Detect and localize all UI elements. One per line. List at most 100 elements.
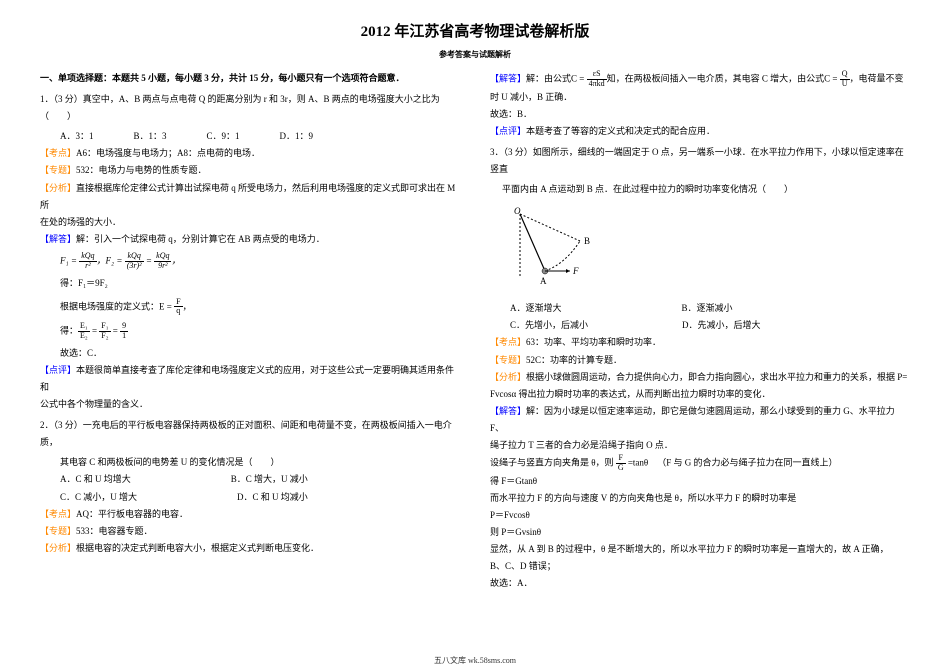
q1-dianping2: 公式中各个物理量的含义． bbox=[40, 396, 460, 413]
q3-line7: 则 P＝Gvsinθ bbox=[490, 524, 910, 541]
q1-opt-d: D．1：9 bbox=[280, 128, 314, 145]
zhuanti-label2: 【专题】 bbox=[40, 526, 76, 536]
kaodian-text2: AQ：平行板电容器的电容． bbox=[76, 509, 188, 519]
q3-kaodian: 【考点】63：功率、平均功率和瞬时功率． bbox=[490, 334, 910, 351]
r2-eq2: = bbox=[111, 326, 121, 336]
frac-c1: εS4πkd bbox=[587, 70, 607, 89]
q1-result1: 得：F₁＝9F₂ bbox=[60, 275, 460, 292]
frac3: kQq9r² bbox=[154, 252, 171, 271]
q1-dianping: 【点评】本题很简单直接考查了库伦定律和电场强度定义式的应用，对于这些公式一定要明… bbox=[40, 362, 460, 396]
q2-fenxi: 【分析】根据电容的决定式判断电容大小，根据定义式判断电压变化． bbox=[40, 540, 460, 557]
f1-right: ，F₂ = bbox=[97, 255, 125, 265]
diagram-b-label: B bbox=[584, 236, 590, 246]
q1-opt-a: A．3：1 bbox=[60, 128, 94, 145]
jieda-text: 解：引入一个试探电荷 q，分别计算它在 AB 两点受的电场力． bbox=[76, 234, 325, 244]
jieda-prefix: 解：由公式C = bbox=[526, 73, 587, 83]
kaodian-text: A6：电场强度与电场力；A8：点电荷的电场． bbox=[76, 148, 260, 158]
fenxi-label3: 【分析】 bbox=[490, 372, 526, 382]
diagram-o-label: O bbox=[514, 206, 521, 216]
q1-options: A．3：1 B．1：3 C．9：1 D．1：9 bbox=[60, 128, 460, 145]
two-column-layout: 一、单项选择题：本题共 5 小题，每小题 3 分，共计 15 分，每小题只有一个… bbox=[40, 70, 910, 592]
kaodian-text3: 63：功率、平均功率和瞬时功率． bbox=[526, 337, 661, 347]
kaodian-label: 【考点】 bbox=[40, 148, 76, 158]
frac-r2a: E₁E₂ bbox=[78, 322, 90, 341]
q2-opt-b: B．C 增大，U 减小 bbox=[231, 471, 308, 488]
q3-opt-c: C．先增小，后减小 bbox=[510, 317, 588, 334]
dianping-text2: 本题考查了等容的定义式和决定式的配合应用． bbox=[526, 126, 715, 136]
zhuanti-text2: 533：电容器专题． bbox=[76, 526, 153, 536]
q1-guxuan: 故选：C． bbox=[60, 345, 460, 362]
zhuanti-label: 【专题】 bbox=[40, 165, 76, 175]
q3-guxuan: 故选：A． bbox=[490, 575, 910, 592]
jieda-label2: 【解答】 bbox=[490, 73, 526, 83]
dianping-text: 本题很简单直接考查了库伦定律和电场强度定义式的应用，对于这些公式一定要明确其适用… bbox=[40, 365, 454, 392]
right-column: 【解答】解：由公式C = εS4πkd知，在两极板间插入一电介质，其电容 C 增… bbox=[490, 70, 910, 592]
jieda-label3: 【解答】 bbox=[490, 406, 526, 416]
q3-line3: 设绳子与竖直方向夹角是 θ，则 FG =tanθ （F 与 G 的合力必与绳子拉… bbox=[490, 454, 910, 473]
page-title: 2012 年江苏省高考物理试卷解析版 bbox=[40, 20, 910, 41]
q1-kaodian: 【考点】A6：电场强度与电场力；A8：点电荷的电场． bbox=[40, 145, 460, 162]
q1-opt-c: C．9：1 bbox=[207, 128, 240, 145]
q2-zhuanti: 【专题】533：电容器专题． bbox=[40, 523, 460, 540]
page-subtitle: 参考答案与试题解析 bbox=[40, 49, 910, 60]
jieda-text3: 解：因为小球是以恒定速率运动，即它是做匀速圆周运动，那么小球受到的重力 G、水平… bbox=[490, 406, 895, 433]
l3-end: （F 与 G 的合力必与绳子拉力在同一直线上） bbox=[657, 457, 837, 467]
frac-e: Fq bbox=[174, 298, 182, 317]
q2-guxuan: 故选：B． bbox=[490, 106, 910, 123]
q3-opt-b: B．逐渐减小 bbox=[682, 300, 733, 317]
q3-line6: P＝Fvcosθ bbox=[490, 507, 910, 524]
f1-end: = bbox=[144, 255, 155, 265]
q3-line4: 得 F＝Gtanθ bbox=[490, 473, 910, 490]
q1-jieda: 【解答】解：引入一个试探电荷 q，分别计算它在 AB 两点受的电场力． bbox=[40, 231, 460, 248]
q1-opt-b: B．1：3 bbox=[134, 128, 167, 145]
frac-c2: QU bbox=[840, 70, 850, 89]
jieda-label: 【解答】 bbox=[40, 234, 76, 244]
q3-fenxi: 【分析】根据小球做圆周运动，合力提供向心力，即合力指向圆心，求出水平拉力和重力的… bbox=[490, 369, 910, 386]
frac-r2b: F₁F₂ bbox=[99, 322, 110, 341]
q2-line2: 时 U 减小，B 正确． bbox=[490, 89, 910, 106]
q2-opt-a: A．C 和 U 均增大 bbox=[60, 471, 131, 488]
q1-fenxi: 【分析】直接根据库伦定律公式计算出试探电荷 q 所受电场力，然后利用电场强度的定… bbox=[40, 180, 460, 214]
q3-opt-d: D．先减小，后增大 bbox=[682, 317, 761, 334]
q3-stem: 3．（3 分）如图所示，细线的一端固定于 O 点，另一端系一小球．在水平拉力作用… bbox=[490, 144, 910, 178]
left-column: 一、单项选择题：本题共 5 小题，每小题 3 分，共计 15 分，每小题只有一个… bbox=[40, 70, 460, 592]
jieda-end: ，电荷量不变 bbox=[850, 73, 904, 83]
fenxi-text: 直接根据库伦定律公式计算出试探电荷 q 所受电场力，然后利用电场强度的定义式即可… bbox=[40, 183, 455, 210]
frac1: kQqr² bbox=[79, 252, 96, 271]
q3-line5: 而水平拉力 F 的方向与速度 V 的方向夹角也是 θ，所以水平力 F 的瞬时功率… bbox=[490, 490, 910, 507]
r2-eq1: = bbox=[90, 326, 100, 336]
t2-prefix: 根据电场强度的定义式：E = bbox=[60, 301, 174, 311]
t2-end: ， bbox=[183, 301, 192, 311]
q3-jieda2: 绳子拉力 T 三者的合力必是沿绳子指向 O 点． bbox=[490, 437, 910, 454]
q2-opt-d: D．C 和 U 均减小 bbox=[237, 489, 308, 506]
dianping-label2: 【点评】 bbox=[490, 126, 526, 136]
q3-options: A．逐渐增大 B．逐渐减小 C．先增小，后减小 D．先减小，后增大 bbox=[510, 300, 910, 334]
q2-stem2: 其电容 C 和两极板间的电势差 U 的变化情况是（ ） bbox=[60, 454, 460, 471]
kaodian-label2: 【考点】 bbox=[40, 509, 76, 519]
f1-final: ， bbox=[171, 255, 180, 265]
fenxi-text2: 根据电容的决定式判断电容大小，根据定义式判断电压变化． bbox=[76, 543, 319, 553]
q3-jieda: 【解答】解：因为小球是以恒定速率运动，即它是做匀速圆周运动，那么小球受到的重力 … bbox=[490, 403, 910, 437]
frac2: kQq(3r)² bbox=[125, 252, 144, 271]
q1-stem: 1．（3 分）真空中，A、B 两点与点电荷 Q 的距离分别为 r 和 3r，则 … bbox=[40, 91, 460, 125]
fenxi-text3: 根据小球做圆周运动，合力提供向心力，即合力指向圆心，求出水平拉力和重力的关系，根… bbox=[526, 372, 907, 382]
zhuanti-label3: 【专题】 bbox=[490, 355, 526, 365]
frac-r2c: 91 bbox=[120, 322, 128, 341]
q3-fenxi2: Fvcosα 得出拉力瞬时功率的表达式，从而判断出拉力瞬时功率的变化． bbox=[490, 386, 910, 403]
l3-prefix: 设绳子与竖直方向夹角是 θ，则 bbox=[490, 457, 616, 467]
section-1-header: 一、单项选择题：本题共 5 小题，每小题 3 分，共计 15 分，每小题只有一个… bbox=[40, 70, 460, 87]
page-footer: 五八文库 wk.58sms.com bbox=[0, 655, 950, 666]
frac-fg: FG bbox=[616, 454, 626, 473]
q3-line8: 显然，从 A 到 B 的过程中，θ 是不断增大的，所以水平拉力 F 的瞬时功率是… bbox=[490, 541, 910, 558]
l3-mid: =tanθ bbox=[626, 457, 649, 467]
q1-result2: 得：E₁E₂ = F₁F₂ = 91 bbox=[60, 322, 460, 341]
q3-stem2: 平面内由 A 点运动到 B 点．在此过程中拉力的瞬时功率变化情况（ ） bbox=[502, 181, 910, 198]
fenxi-label: 【分析】 bbox=[40, 183, 76, 193]
fenxi-label2: 【分析】 bbox=[40, 543, 76, 553]
diagram-a-label: A bbox=[540, 276, 547, 286]
q1-fenxi2: 在处的场强的大小． bbox=[40, 214, 460, 231]
q3-line9: B、C、D 错误； bbox=[490, 558, 910, 575]
q1-text2: 根据电场强度的定义式：E = Fq， bbox=[60, 298, 460, 317]
zhuanti-text: 532：电场力与电势的性质专题． bbox=[76, 165, 207, 175]
dianping-label: 【点评】 bbox=[40, 365, 76, 375]
